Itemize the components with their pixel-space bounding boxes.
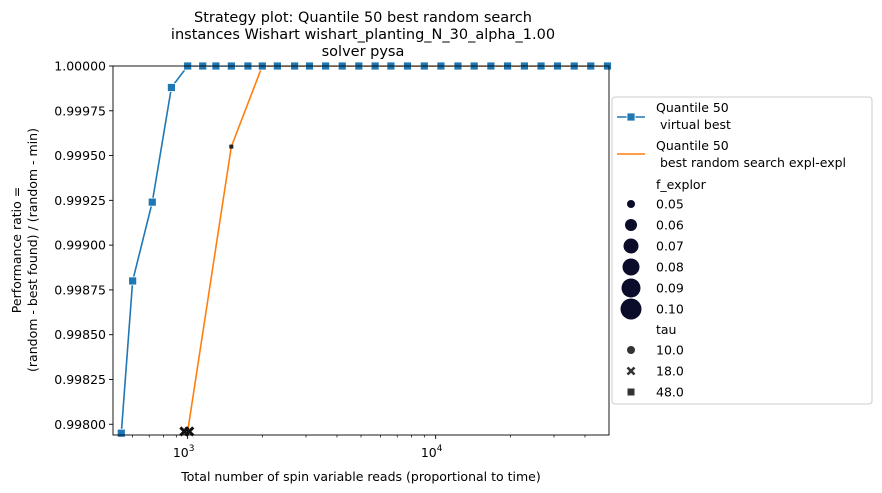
legend-size-label-1: 0.06 [656,218,684,233]
plot-series [120,66,609,434]
legend: Quantile 50 virtual best Quantile 50 bes… [611,96,873,405]
plot-markers [116,61,612,438]
legend-label-virtual-best-2: virtual best [656,117,731,132]
x-axis-label: Total number of spin variable reads (pro… [180,469,541,484]
legend-square-virtual-best [626,112,636,122]
legend-size-label-0: 0.05 [656,197,684,212]
legend-label-random-search-2: best random search expl-expl [656,155,846,170]
y-tick-label-4: 0.99900 [54,238,106,253]
scatter-square-point-2 [229,144,234,149]
chart-title-line-1: Strategy plot: Quantile 50 best random s… [194,10,532,26]
legend-size-title: f_explor [656,177,707,192]
legend-style-marker-0 [627,346,635,354]
legend-style-label-0: 10.0 [656,343,684,358]
legend-size-marker-4 [621,278,641,298]
y-tick-label-0: 0.99800 [54,417,106,432]
series-0-marker-1 [128,276,138,286]
legend-size-marker-5 [620,298,642,320]
axis-ticks: 0.99800 0.99825 0.99850 0.99875 0.99900 0.999… [54,59,586,460]
legend-size-label-3: 0.08 [656,260,684,275]
legend-label-virtual-best-1: Quantile 50 [656,100,729,115]
y-tick-label-5: 0.99925 [54,193,106,208]
y-tick-label-1: 0.99825 [54,372,106,387]
y-tick-label-7: 0.99975 [54,103,106,118]
scatter-x-stroke-b-1 [184,426,195,437]
chart-title-line-2: instances Wishart wishart_planting_N_30_… [171,27,555,43]
legend-size-label-2: 0.07 [656,239,684,254]
series-line-0 [120,66,608,434]
legend-style-label-2: 48.0 [656,385,684,400]
x-tick-label-0: 103 [173,444,195,460]
legend-size-label-5: 0.10 [656,302,684,317]
legend-style-title: tau [656,322,676,337]
legend-style-marker-1 [626,366,636,376]
y-axis-label-line-1: Performance ratio = [9,187,24,313]
y-tick-label-6: 0.99950 [54,148,106,163]
y-tick-label-3: 0.99875 [54,282,106,297]
y-axis-label-line-2: (random - best found) / (random - min) [25,128,40,372]
chart-title-line-3: solver pysa [322,44,405,60]
legend-size-marker-0 [627,200,635,208]
plot-frame [112,65,610,436]
series-0-marker-0 [116,428,126,438]
legend-label-random-search-1: Quantile 50 [656,138,729,153]
y-tick-label-8: 1.00000 [54,59,106,74]
legend-box [611,96,873,405]
series-0-marker-3 [167,83,176,92]
legend-style-x-b [626,366,636,376]
series-line-1 [186,66,609,432]
legend-style-entries: 10.0 18.0 48.0 [626,343,684,400]
legend-size-marker-1 [625,219,637,231]
legend-style-marker-2 [627,388,635,396]
x-tick-label-1: 104 [421,444,443,460]
y-tick-label-2: 0.99850 [54,327,106,342]
scatter-x-point-1 [184,426,195,437]
legend-size-marker-3 [622,258,640,276]
legend-size-label-4: 0.09 [656,281,684,296]
series-0-marker-2 [147,197,157,207]
legend-size-entries: 0.05 0.06 0.07 0.08 0.09 0.10 [620,197,684,320]
legend-size-marker-2 [623,238,639,254]
legend-style-label-1: 18.0 [656,364,684,379]
